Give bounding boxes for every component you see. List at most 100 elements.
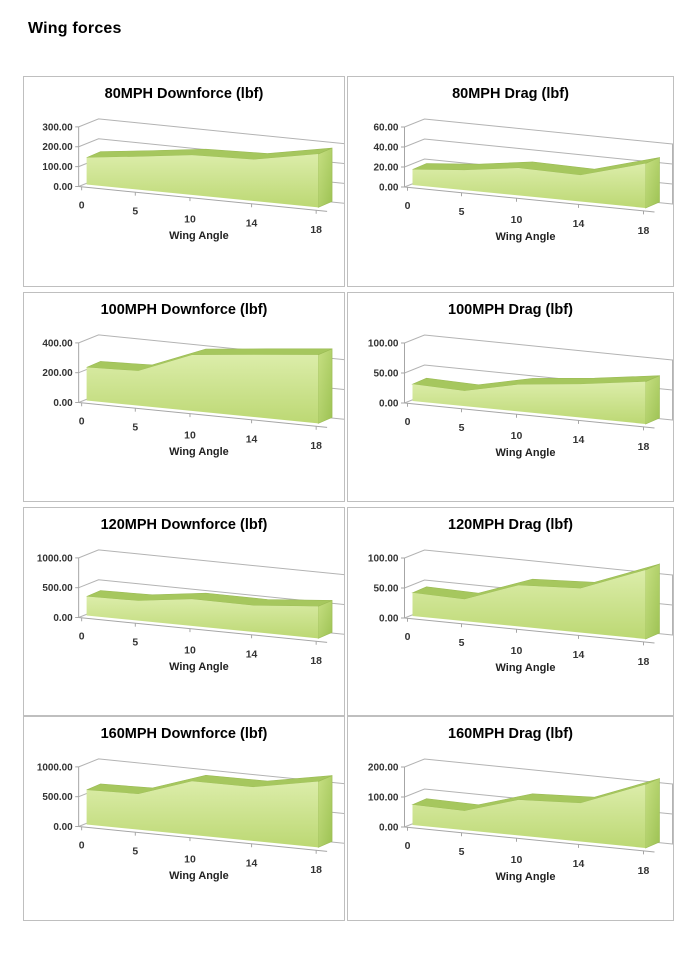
svg-text:0.00: 0.00 bbox=[379, 614, 399, 625]
svg-text:10: 10 bbox=[511, 645, 523, 657]
svg-text:10: 10 bbox=[184, 430, 196, 441]
svg-text:5: 5 bbox=[459, 422, 465, 434]
svg-text:14: 14 bbox=[246, 434, 258, 445]
chart-title: 100MPH Drag (lbf) bbox=[448, 302, 573, 318]
svg-text:1000.00: 1000.00 bbox=[37, 762, 73, 773]
chart-cell-120mph-downforce: 120MPH Downforce (lbf) 0.00 500.00 1000.00… bbox=[23, 507, 345, 716]
svg-text:300.00: 300.00 bbox=[42, 122, 73, 133]
svg-text:0.00: 0.00 bbox=[53, 182, 73, 193]
svg-text:500.00: 500.00 bbox=[42, 583, 73, 594]
area-chart-svg: 0.00 100.00 200.00 300.00 0 5 10 14 18 Wing Angle bbox=[42, 118, 344, 242]
svg-text:100.00: 100.00 bbox=[368, 339, 399, 350]
svg-text:1000.00: 1000.00 bbox=[37, 553, 73, 564]
svg-text:18: 18 bbox=[310, 865, 322, 876]
svg-text:0.00: 0.00 bbox=[379, 399, 399, 410]
svg-text:0.00: 0.00 bbox=[53, 398, 73, 409]
svg-text:10: 10 bbox=[511, 214, 523, 226]
area-chart-svg: 0.00 500.00 1000.00 0 5 10 14 18 Wing Angle bbox=[37, 758, 344, 882]
svg-text:10: 10 bbox=[511, 430, 523, 442]
svg-text:500.00: 500.00 bbox=[42, 792, 73, 803]
svg-text:20.00: 20.00 bbox=[373, 163, 398, 174]
svg-text:0: 0 bbox=[79, 840, 85, 851]
svg-text:14: 14 bbox=[246, 218, 258, 229]
svg-text:0: 0 bbox=[405, 416, 411, 428]
svg-text:14: 14 bbox=[573, 649, 585, 661]
svg-text:Wing Angle: Wing Angle bbox=[169, 870, 229, 882]
chart-cell-160mph-drag: 160MPH Drag (lbf) 0.00 100.00 200.00 0 5 10 14… bbox=[347, 716, 674, 921]
area-chart-svg: 0.00 50.00 100.00 0 5 10 14 18 Wing Angle bbox=[368, 549, 673, 674]
svg-text:0: 0 bbox=[79, 416, 85, 427]
svg-text:18: 18 bbox=[638, 441, 650, 453]
chart-cell-80mph-downforce: 80MPH Downforce (lbf) 0.00 100.00 200.00 30… bbox=[23, 76, 345, 287]
svg-text:5: 5 bbox=[459, 637, 465, 649]
svg-text:Wing Angle: Wing Angle bbox=[169, 446, 229, 458]
chart-cell-120mph-drag: 120MPH Drag (lbf) 0.00 50.00 100.00 0 5 10 14 1… bbox=[347, 507, 674, 716]
svg-text:14: 14 bbox=[246, 858, 258, 869]
svg-text:5: 5 bbox=[132, 846, 138, 857]
chart-title: 160MPH Downforce (lbf) bbox=[100, 726, 268, 742]
svg-text:14: 14 bbox=[246, 649, 258, 660]
chart-cell-100mph-downforce: 100MPH Downforce (lbf) 0.00 200.00 400.00 0… bbox=[23, 292, 345, 502]
svg-text:Wing Angle: Wing Angle bbox=[496, 231, 556, 243]
chart-title: 120MPH Drag (lbf) bbox=[448, 517, 573, 533]
svg-text:0: 0 bbox=[405, 200, 411, 212]
svg-text:400.00: 400.00 bbox=[42, 338, 73, 349]
svg-text:40.00: 40.00 bbox=[373, 143, 398, 154]
svg-text:0: 0 bbox=[405, 631, 411, 643]
chart-title: 80MPH Downforce (lbf) bbox=[104, 86, 264, 102]
svg-text:18: 18 bbox=[310, 441, 322, 452]
svg-text:5: 5 bbox=[132, 422, 138, 433]
svg-text:Wing Angle: Wing Angle bbox=[169, 661, 229, 673]
svg-text:Wing Angle: Wing Angle bbox=[496, 871, 556, 883]
svg-text:10: 10 bbox=[511, 854, 523, 866]
svg-text:Wing Angle: Wing Angle bbox=[169, 230, 229, 242]
area-chart-svg: 0.00 20.00 40.00 60.00 0 5 10 14 18 Wing Angle bbox=[373, 118, 673, 243]
svg-text:50.00: 50.00 bbox=[373, 369, 398, 380]
svg-text:0.00: 0.00 bbox=[53, 613, 73, 624]
chart-title: 80MPH Drag (lbf) bbox=[452, 86, 569, 102]
svg-text:10: 10 bbox=[184, 645, 196, 656]
svg-text:14: 14 bbox=[573, 218, 585, 230]
svg-text:5: 5 bbox=[132, 637, 138, 648]
svg-text:200.00: 200.00 bbox=[42, 142, 73, 153]
area-chart-svg: 0.00 100.00 200.00 0 5 10 14 18 Wing Angle bbox=[368, 758, 673, 883]
svg-text:Wing Angle: Wing Angle bbox=[496, 447, 556, 459]
svg-text:0.00: 0.00 bbox=[379, 183, 399, 194]
svg-text:10: 10 bbox=[184, 214, 196, 225]
chart-title: 160MPH Drag (lbf) bbox=[448, 726, 573, 742]
svg-text:Wing Angle: Wing Angle bbox=[496, 662, 556, 674]
chart-cell-100mph-drag: 100MPH Drag (lbf) 0.00 50.00 100.00 0 5 10 14 1… bbox=[347, 292, 674, 502]
svg-text:18: 18 bbox=[310, 225, 322, 236]
svg-text:200.00: 200.00 bbox=[368, 763, 399, 774]
svg-text:0: 0 bbox=[405, 840, 411, 852]
svg-text:0.00: 0.00 bbox=[53, 822, 73, 833]
svg-text:50.00: 50.00 bbox=[373, 584, 398, 595]
svg-text:200.00: 200.00 bbox=[42, 368, 73, 379]
svg-text:14: 14 bbox=[573, 858, 585, 870]
chart-cell-160mph-downforce: 160MPH Downforce (lbf) 0.00 500.00 1000.00… bbox=[23, 716, 345, 921]
svg-text:14: 14 bbox=[573, 434, 585, 446]
svg-text:5: 5 bbox=[459, 206, 465, 218]
svg-text:60.00: 60.00 bbox=[373, 123, 398, 134]
svg-text:100.00: 100.00 bbox=[368, 793, 399, 804]
svg-text:0.00: 0.00 bbox=[379, 823, 399, 834]
area-chart-svg: 0.00 200.00 400.00 0 5 10 14 18 Wing Angle bbox=[42, 334, 344, 458]
area-chart-svg: 0.00 50.00 100.00 0 5 10 14 18 Wing Angle bbox=[368, 334, 673, 459]
svg-text:5: 5 bbox=[459, 846, 465, 858]
svg-text:100.00: 100.00 bbox=[42, 162, 73, 173]
chart-title: 120MPH Downforce (lbf) bbox=[100, 517, 268, 533]
page-title: Wing forces bbox=[28, 20, 122, 37]
svg-text:18: 18 bbox=[638, 656, 650, 668]
area-chart-svg: 0.00 500.00 1000.00 0 5 10 14 18 Wing Angle bbox=[37, 549, 344, 673]
chart-title: 100MPH Downforce (lbf) bbox=[100, 302, 268, 318]
svg-text:0: 0 bbox=[79, 631, 85, 642]
svg-text:0: 0 bbox=[79, 200, 85, 211]
svg-text:5: 5 bbox=[132, 206, 138, 217]
svg-text:10: 10 bbox=[184, 854, 196, 865]
chart-cell-80mph-drag: 80MPH Drag (lbf) 0.00 20.00 40.00 60.00 0 5 10… bbox=[347, 76, 674, 287]
svg-text:18: 18 bbox=[638, 865, 650, 877]
svg-text:100.00: 100.00 bbox=[368, 554, 399, 565]
svg-text:18: 18 bbox=[310, 656, 322, 667]
svg-text:18: 18 bbox=[638, 225, 650, 237]
